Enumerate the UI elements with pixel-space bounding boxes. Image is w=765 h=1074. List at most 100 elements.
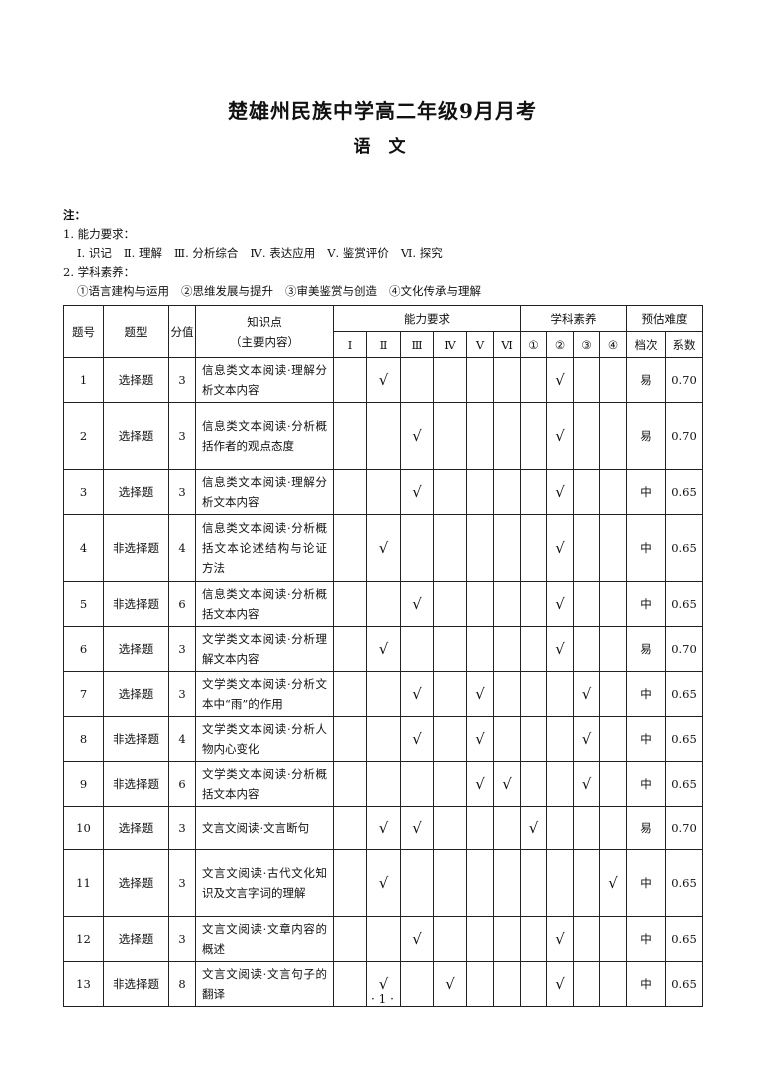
- row-knowledge: 文言文阅读·文言句子的翻译: [195, 961, 334, 1007]
- header-score-text: 分值: [170, 324, 194, 339]
- table-row: 2 选择题 3 信息类文本阅读·分析概括作者的观点态度 √ √ 易 0.70: [63, 402, 703, 470]
- row-score: 3: [168, 806, 196, 850]
- literacy-cell: [520, 849, 547, 917]
- literacy-cell: [599, 806, 627, 850]
- row-level: 中: [626, 961, 666, 1007]
- header-ability: 能力要求: [333, 305, 521, 332]
- row-num: 4: [63, 514, 104, 582]
- row-score: 3: [168, 357, 196, 403]
- row-knowledge: 文言文阅读·文言断句: [195, 806, 334, 850]
- table-row: 3 选择题 3 信息类文本阅读·理解分析文本内容 √ √ 中 0.65: [63, 469, 703, 515]
- ability-cell: √: [466, 716, 494, 762]
- ability-cell: [493, 716, 521, 762]
- row-knowledge: 信息类文本阅读·分析概括作者的观点态度: [195, 402, 334, 470]
- ability-cell: [366, 469, 401, 515]
- row-knowledge: 信息类文本阅读·理解分析文本内容: [195, 469, 334, 515]
- row-level: 中: [626, 716, 666, 762]
- row-type: 选择题: [103, 849, 169, 917]
- ability-cell: [493, 514, 521, 582]
- literacy-cell: √: [546, 357, 574, 403]
- row-level: 易: [626, 402, 666, 470]
- row-coef: 0.65: [665, 581, 703, 627]
- ability-cell: [400, 849, 434, 917]
- literacy-item: ②思维发展与提升: [181, 284, 273, 298]
- header-literacy: 学科素养: [520, 305, 627, 332]
- table-row: 10 选择题 3 文言文阅读·文言断句 √ √ √ 易 0.70: [63, 806, 703, 850]
- table-row: 4 非选择题 4 信息类文本阅读·分析概括文本论述结构与论证方法 √ √ 中 0.65: [63, 514, 703, 582]
- literacy-cell: [546, 716, 574, 762]
- ability-cell: [466, 806, 494, 850]
- row-knowledge: 信息类文本阅读·分析概括文本内容: [195, 581, 334, 627]
- row-num: 1: [63, 357, 104, 403]
- row-num: 6: [63, 626, 104, 672]
- check-mark: √: [555, 427, 565, 445]
- header-knowledge: 知识点 （主要内容）: [195, 305, 334, 358]
- table-row: 11 选择题 3 文言文阅读·古代文化知识及文言字词的理解 √ √ 中 0.65: [63, 849, 703, 917]
- ability-cell: [333, 469, 367, 515]
- check-mark: √: [412, 930, 422, 948]
- ability-cell: √: [366, 357, 401, 403]
- row-type: 选择题: [103, 469, 169, 515]
- row-level: 中: [626, 761, 666, 807]
- ability-cell: [466, 849, 494, 917]
- literacy-cell: [599, 402, 627, 470]
- row-num: 8: [63, 716, 104, 762]
- row-type: 非选择题: [103, 581, 169, 627]
- ability-cell: [433, 357, 467, 403]
- ability-cell: √: [366, 626, 401, 672]
- table-row: 12 选择题 3 文言文阅读·文章内容的概述 √ √ 中 0.65: [63, 916, 703, 962]
- row-type: 非选择题: [103, 514, 169, 582]
- literacy-cell: [546, 849, 574, 917]
- ability-cell: [433, 626, 467, 672]
- row-score: 3: [168, 671, 196, 717]
- row-coef: 0.65: [665, 469, 703, 515]
- row-type: 选择题: [103, 916, 169, 962]
- literacy-cell: √: [599, 849, 627, 917]
- row-coef: 0.70: [665, 626, 703, 672]
- literacy-item: ④文化传承与理解: [389, 284, 481, 298]
- header-literacy-col: ③: [573, 331, 600, 358]
- row-type: 选择题: [103, 402, 169, 470]
- row-coef: 0.70: [665, 806, 703, 850]
- table-row: 9 非选择题 6 文学类文本阅读·分析概括文本内容 √ √ √ 中 0.65: [63, 761, 703, 807]
- ability-cell: [466, 581, 494, 627]
- ability-cell: [493, 402, 521, 470]
- check-mark: √: [412, 685, 422, 703]
- row-coef: 0.70: [665, 357, 703, 403]
- check-mark: √: [412, 427, 422, 445]
- literacy-cell: [520, 716, 547, 762]
- literacy-cell: [546, 671, 574, 717]
- row-coef: 0.65: [665, 716, 703, 762]
- row-type: 选择题: [103, 357, 169, 403]
- row-num: 5: [63, 581, 104, 627]
- row-type: 选择题: [103, 806, 169, 850]
- literacy-cell: √: [546, 916, 574, 962]
- check-mark: √: [378, 371, 389, 389]
- literacy-cell: √: [546, 514, 574, 582]
- literacy-cell: [520, 916, 547, 962]
- table-row: 1 选择题 3 信息类文本阅读·理解分析文本内容 √ √ 易 0.70: [63, 357, 703, 403]
- literacy-cell: [599, 514, 627, 582]
- subject-title: 语 文: [353, 137, 412, 157]
- row-coef: 0.65: [665, 961, 703, 1007]
- row-score: 3: [168, 849, 196, 917]
- header-score: 分值: [168, 305, 196, 358]
- ability-cell: [433, 916, 467, 962]
- check-mark: √: [555, 539, 565, 557]
- check-mark: √: [412, 819, 422, 837]
- table-row: 6 选择题 3 文学类文本阅读·分析理解文本内容 √ √ 易 0.70: [63, 626, 703, 672]
- row-level: 中: [626, 671, 666, 717]
- ability-cell: √: [400, 716, 434, 762]
- literacy-cell: √: [573, 716, 600, 762]
- ability-item: Ⅰ. 识记: [77, 246, 112, 260]
- literacy-cell: [599, 916, 627, 962]
- ability-cell: [366, 671, 401, 717]
- header-knowledge-sub: （主要内容）: [230, 334, 299, 349]
- row-coef: 0.65: [665, 761, 703, 807]
- row-coef: 0.65: [665, 916, 703, 962]
- ability-cell: [466, 469, 494, 515]
- header-knowledge-text: 知识点: [247, 314, 282, 329]
- literacy-cell: [520, 761, 547, 807]
- row-score: 3: [168, 402, 196, 470]
- row-num: 9: [63, 761, 104, 807]
